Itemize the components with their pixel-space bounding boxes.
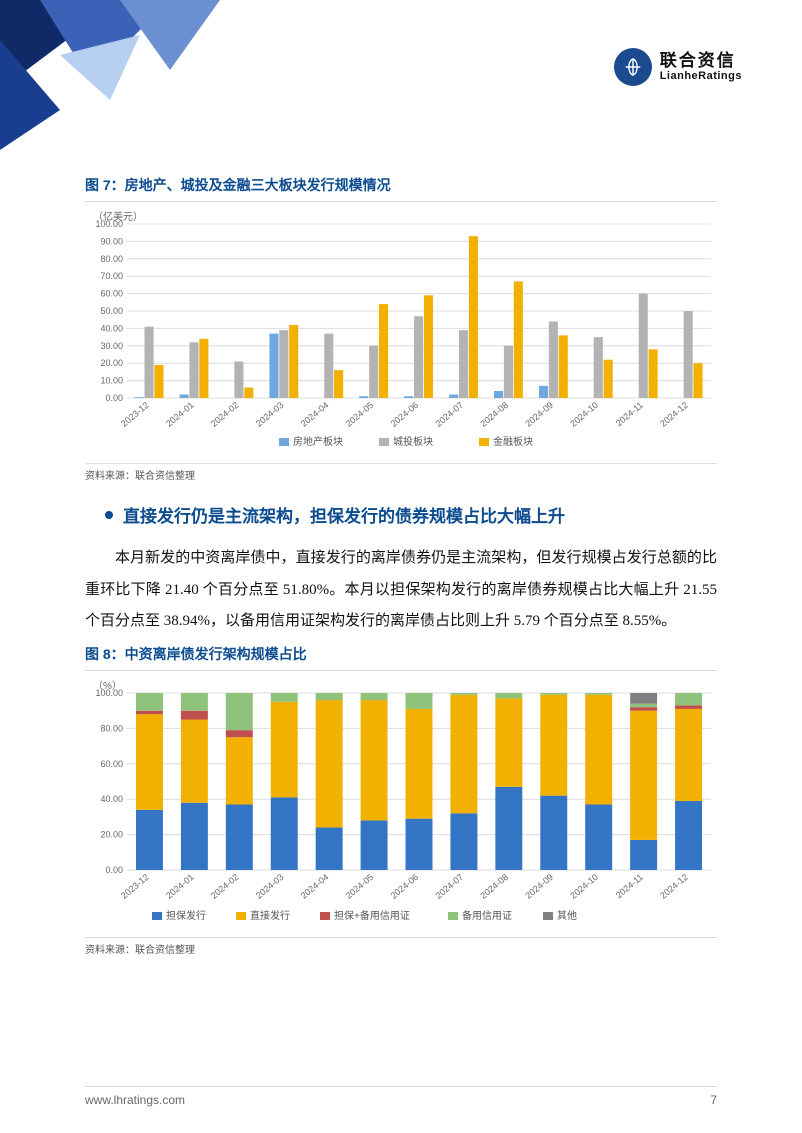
logo-text-cn: 联合资信 [660,52,742,69]
svg-text:0.00: 0.00 [105,865,123,875]
svg-text:2024-10: 2024-10 [568,871,600,900]
brand-logo: 联合资信 LianheRatings [614,48,742,86]
svg-text:2024-04: 2024-04 [299,871,331,900]
svg-text:60.00: 60.00 [100,758,123,768]
svg-text:担保+备用信用证: 担保+备用信用证 [334,909,410,922]
svg-text:2024-08: 2024-08 [478,871,510,900]
chart8-container: 0.0020.0040.0060.0080.00100.00（%）2023-12… [85,670,717,935]
svg-text:2024-10: 2024-10 [568,400,600,429]
svg-text:60.00: 60.00 [100,289,123,299]
svg-text:2024-09: 2024-09 [523,400,555,429]
svg-text:（%）: （%） [93,680,122,692]
svg-text:其他: 其他 [557,909,577,922]
svg-text:（亿美元）: （亿美元） [93,210,143,223]
svg-text:2024-05: 2024-05 [344,400,376,429]
svg-text:40.00: 40.00 [100,794,123,804]
svg-text:2024-06: 2024-06 [389,871,421,900]
svg-text:2024-11: 2024-11 [614,400,645,428]
svg-text:20.00: 20.00 [100,829,123,839]
svg-text:担保发行: 担保发行 [166,909,206,922]
svg-text:70.00: 70.00 [100,271,123,281]
svg-text:备用信用证: 备用信用证 [462,909,512,922]
svg-text:2024-02: 2024-02 [209,400,241,429]
bullet-icon [105,511,113,519]
svg-text:2024-07: 2024-07 [433,400,465,429]
svg-text:金融板块: 金融板块 [493,435,533,448]
svg-text:2024-01: 2024-01 [164,871,196,900]
chart7-container: 0.00 10.00 20.00 30.00 40.00 50.00 60.00 70.00 8… [85,201,717,461]
chart7-svg: 0.00 10.00 20.00 30.00 40.00 50.00 60.00 70.00 8… [85,206,717,456]
svg-text:2024-07: 2024-07 [433,871,465,900]
svg-text:2024-11: 2024-11 [614,871,645,899]
svg-text:2024-12: 2024-12 [658,400,690,429]
svg-text:2023-12: 2023-12 [119,400,151,429]
body-paragraph: 本月新发的中资离岸债中，直接发行的离岸债券仍是主流架构，但发行规模占发行总额的比… [85,543,717,638]
svg-text:2023-12: 2023-12 [119,871,151,900]
svg-text:30.00: 30.00 [100,341,123,351]
section-heading-text: 直接发行仍是主流架构，担保发行的债券规模占比大幅上升 [123,502,565,527]
svg-text:50.00: 50.00 [100,306,123,316]
svg-text:2024-12: 2024-12 [658,871,690,900]
footer-page-number: 7 [710,1093,717,1107]
svg-text:20.00: 20.00 [100,358,123,368]
chart7-source: 资料来源：联合资信整理 [85,463,717,482]
chart8-svg: 0.0020.0040.0060.0080.00100.00（%）2023-12… [85,675,717,930]
logo-text-en: LianheRatings [660,71,742,82]
svg-text:2024-03: 2024-03 [254,871,286,900]
section-heading: 直接发行仍是主流架构，担保发行的债券规模占比大幅上升 [105,502,717,527]
svg-text:80.00: 80.00 [100,254,123,264]
svg-text:0.00: 0.00 [105,393,123,403]
svg-text:2024-08: 2024-08 [478,400,510,429]
svg-text:2024-04: 2024-04 [299,400,331,429]
chart8-title: 图 8：中资离岸债发行架构规模占比 [85,644,717,664]
svg-text:2024-09: 2024-09 [523,871,555,900]
svg-text:2024-05: 2024-05 [344,871,376,900]
chart7-title: 图 7：房地产、城投及金融三大板块发行规模情况 [85,175,717,195]
svg-text:2024-06: 2024-06 [389,400,421,429]
svg-text:2024-01: 2024-01 [164,400,196,429]
page-footer: www.lhratings.com 7 [85,1086,717,1107]
svg-text:10.00: 10.00 [100,376,123,386]
chart8-source: 资料来源：联合资信整理 [85,937,717,956]
svg-text:90.00: 90.00 [100,236,123,246]
svg-text:城投板块: 城投板块 [393,435,433,448]
decor-triangles [0,0,220,160]
svg-text:40.00: 40.00 [100,323,123,333]
svg-text:2024-03: 2024-03 [254,400,286,429]
svg-text:房地产板块: 房地产板块 [293,435,343,448]
svg-text:80.00: 80.00 [100,723,123,733]
footer-url: www.lhratings.com [85,1093,185,1107]
svg-text:直接发行: 直接发行 [250,909,290,922]
svg-text:2024-02: 2024-02 [209,871,241,900]
logo-badge-icon [614,48,652,86]
